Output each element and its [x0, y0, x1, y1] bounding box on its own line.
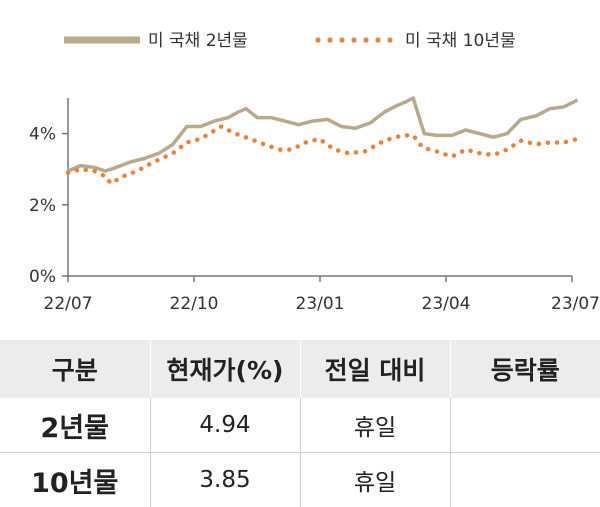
x-tick-label: 23/01 — [296, 294, 345, 314]
legend-swatch-10y — [315, 37, 392, 42]
x-tick-label: 22/07 — [44, 294, 93, 314]
table-row: 2년물 4.94 휴일 — [0, 398, 600, 453]
header-category: 구분 — [0, 340, 150, 398]
y-tick-label: 2% — [29, 196, 56, 216]
row-label: 2년물 — [0, 398, 150, 453]
table-header-row: 구분 현재가(%) 전일 대비 등락률 — [0, 340, 600, 398]
header-day-change: 전일 대비 — [300, 340, 450, 398]
legend-dot — [351, 37, 356, 42]
row-change: 휴일 — [300, 398, 450, 453]
row-rate — [450, 453, 600, 507]
row-price: 4.94 — [150, 398, 300, 453]
row-rate — [450, 398, 600, 453]
legend-dot — [375, 37, 380, 42]
row-change: 휴일 — [300, 453, 450, 507]
legend-dot — [387, 37, 392, 42]
y-tick-label: 4% — [29, 125, 56, 145]
x-tick-label: 23/07 — [551, 294, 600, 314]
legend-dot — [339, 37, 344, 42]
y-tick-label: 0% — [29, 267, 56, 287]
x-axis-ticks: 22/07 22/10 23/01 23/04 23/07 — [44, 276, 600, 314]
legend-label-2y: 미 국채 2년물 — [148, 31, 248, 51]
y-axis-ticks: 0% 2% 4% — [29, 125, 68, 287]
header-change-rate: 등락률 — [450, 340, 600, 398]
chart-legend: 미 국채 2년물 미 국채 10년물 — [64, 31, 516, 51]
table-row: 10년물 3.85 휴일 — [0, 453, 600, 507]
x-tick-label: 23/04 — [422, 294, 471, 314]
header-current-price: 현재가(%) — [150, 340, 300, 398]
legend-label-10y: 미 국채 10년물 — [405, 31, 516, 51]
series-line-2y — [68, 98, 578, 171]
legend-dot — [327, 37, 332, 42]
rates-table: 구분 현재가(%) 전일 대비 등락률 2년물 4.94 휴일 10년물 3.8… — [0, 340, 600, 507]
legend-dot — [315, 37, 320, 42]
row-price: 3.85 — [150, 453, 300, 507]
x-tick-label: 22/10 — [170, 294, 219, 314]
legend-dot — [363, 37, 368, 42]
row-label: 10년물 — [0, 453, 150, 507]
yield-chart: 미 국채 2년물 미 국채 10년물 0% 2% 4% 22/07 22/10 23/0… — [0, 0, 600, 330]
chart-series — [68, 98, 578, 183]
